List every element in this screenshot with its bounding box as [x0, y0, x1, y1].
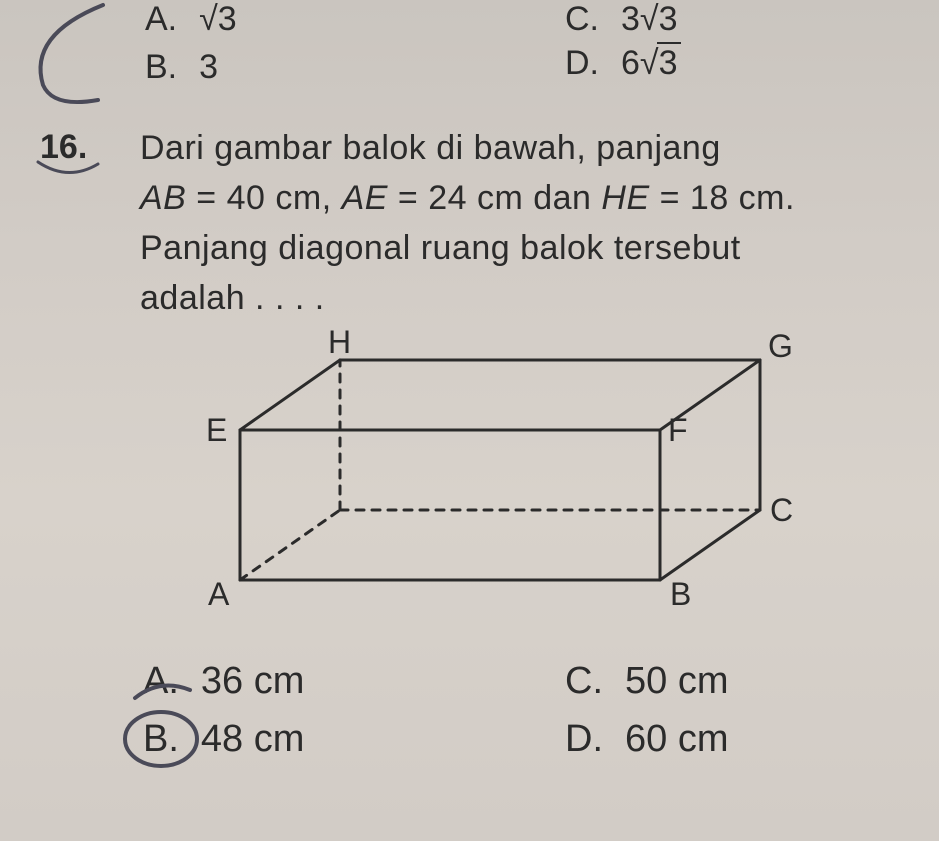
- prev-option-a: A. √3: [145, 0, 237, 39]
- sqrt-radicand: 3: [657, 42, 681, 82]
- option-d: D. 60 cm: [565, 718, 728, 761]
- var-ae: AE: [342, 179, 388, 217]
- option-value: 6√3: [621, 44, 681, 83]
- page: A. √3 B. 3 C. 3√3 D. 6√3 16. Dari gambar…: [0, 0, 939, 841]
- option-value: 36 cm: [201, 660, 304, 703]
- pencil-arc-icon: [8, 0, 128, 120]
- option-value: 60 cm: [625, 718, 728, 761]
- option-value: √3: [199, 0, 237, 39]
- option-letter: A.: [145, 0, 177, 39]
- cuboid-svg: [180, 320, 820, 620]
- sqrt-icon: √3: [640, 44, 681, 83]
- question-line-2: AB = 40 cm, AE = 24 cm dan HE = 18 cm.: [140, 174, 939, 223]
- option-letter: D.: [565, 44, 599, 83]
- prev-option-c: C. 3√3: [565, 0, 677, 39]
- vertex-label-f: F: [668, 412, 688, 449]
- text-part: = 24 cm dan: [388, 179, 601, 217]
- option-letter: C.: [565, 0, 599, 39]
- var-he: HE: [601, 179, 649, 217]
- option-value: 3√3: [621, 0, 677, 39]
- pencil-strike-a-icon: [130, 678, 200, 708]
- option-value: 50 cm: [625, 660, 728, 703]
- pencil-underline-icon: [28, 154, 108, 194]
- text-part: = 18 cm.: [650, 179, 795, 217]
- vertex-label-b: B: [670, 576, 691, 613]
- value-prefix: 6: [621, 44, 640, 82]
- question-line-1: Dari gambar balok di bawah, panjang: [140, 124, 930, 173]
- vertex-label-a: A: [208, 576, 229, 613]
- question-line-4: adalah . . . .: [140, 274, 930, 323]
- pencil-circle-b-icon: [118, 706, 208, 776]
- prev-option-b: B. 3: [145, 48, 218, 87]
- vertex-label-c: C: [770, 492, 793, 529]
- vertex-label-e: E: [206, 412, 227, 449]
- option-value: 48 cm: [201, 718, 304, 761]
- cuboid-diagram: H G E F C A B: [180, 320, 820, 620]
- option-letter: C.: [565, 660, 603, 703]
- option-letter: D.: [565, 718, 603, 761]
- prev-option-d: D. 6√3: [565, 44, 681, 83]
- option-c: C. 50 cm: [565, 660, 728, 703]
- option-value: 3: [199, 48, 218, 87]
- var-ab: AB: [140, 179, 186, 217]
- vertex-label-h: H: [328, 324, 351, 361]
- question-line-3: Panjang diagonal ruang balok tersebut: [140, 224, 939, 273]
- option-letter: B.: [145, 48, 177, 87]
- text-part: = 40 cm,: [186, 179, 341, 217]
- vertex-label-g: G: [768, 328, 793, 365]
